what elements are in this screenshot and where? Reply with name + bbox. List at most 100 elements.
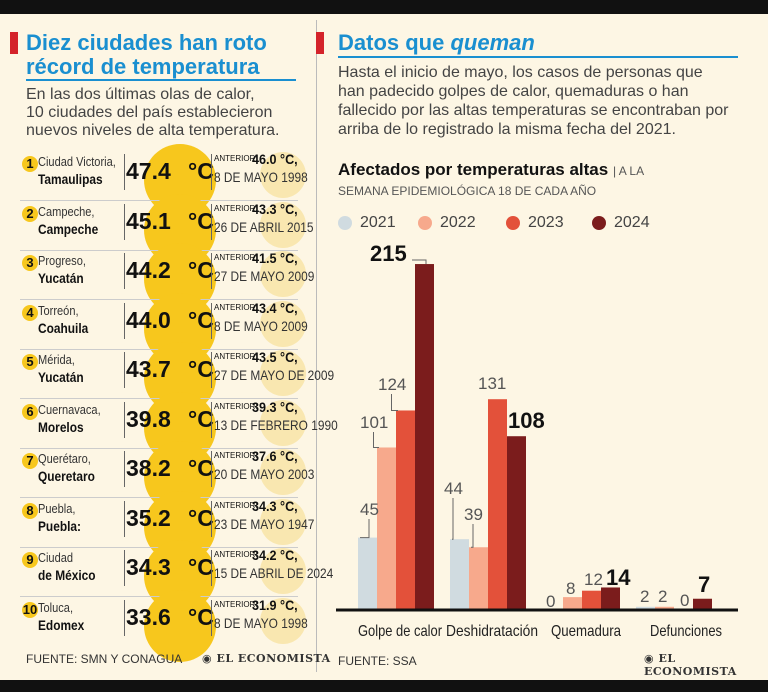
value-label: 108 <box>508 408 545 433</box>
previous-date: 20 DE MAYO 2003 <box>214 466 315 482</box>
left-logo: ◉ EL ECONOMISTA <box>202 652 331 665</box>
previous-temperature: 43.3 °C, <box>252 200 298 217</box>
legend-label: 2024 <box>614 214 650 231</box>
record-temperature: 38.2 <box>126 455 171 481</box>
value-label: 0 <box>680 591 689 610</box>
legend-swatch <box>418 216 432 230</box>
top-bar <box>0 0 768 14</box>
value-label: 45 <box>360 500 379 519</box>
category-label: Defunciones <box>650 623 722 640</box>
previous-label: ANTERIOR: <box>214 451 258 460</box>
row-divider <box>211 203 212 240</box>
temperature-unit: °C <box>188 603 214 630</box>
leader-line <box>471 524 474 548</box>
previous-label: ANTERIOR: <box>214 302 258 312</box>
record-row: 2 Campeche, Campeche 45.1 °C ANTERIOR: 43.3 °C… <box>20 193 313 266</box>
sun-faded-icon <box>260 201 306 248</box>
left-intro-line3: nuevos niveles de alta temperatura. <box>26 122 280 139</box>
temperature-unit: °C <box>188 306 214 333</box>
record-temperature: 34.3 <box>126 554 171 580</box>
value-label: 39 <box>464 505 483 524</box>
bar-golpe-de-calor-2022 <box>377 447 396 610</box>
value-label: 12 <box>584 570 603 589</box>
right-source: FUENTE: SSA <box>338 654 417 668</box>
legend-item-2023: 2023 <box>506 214 564 232</box>
right-intro-line3: fallecido por las altas temperaturas se … <box>338 102 729 119</box>
rank-badge: 6 <box>22 403 38 420</box>
previous-temperature: 41.5 °C, <box>252 250 298 266</box>
record-row: 5 Mérida, Yucatán 43.7 °C ANTERIOR: 43.5 °C, 27… <box>20 342 334 414</box>
legend-item-2024: 2024 <box>592 214 650 232</box>
row-divider <box>211 154 212 190</box>
leader-line <box>360 519 370 539</box>
previous-date: 8 DE MAYO 1998 <box>214 169 308 185</box>
legend-label: 2021 <box>360 214 396 231</box>
row-divider <box>124 599 125 636</box>
left-heading-line1: Diez ciudades han roto <box>26 30 267 55</box>
record-temperature: 35.2 <box>126 504 171 531</box>
record-row: 7 Querétaro, Queretaro 38.2 °C ANTERIOR: 37.6 … <box>20 441 314 513</box>
bar-defunciones-2024 <box>693 598 712 610</box>
state-name: Morelos <box>38 418 84 435</box>
row-divider <box>124 302 125 339</box>
left-heading-marker <box>10 32 18 54</box>
value-label: 2 <box>640 587 649 606</box>
previous-date: 15 DE ABRIL DE 2024 <box>214 565 334 581</box>
temperature-unit: °C <box>188 405 214 432</box>
temperature-unit: °C <box>188 207 214 234</box>
previous-label: ANTERIOR: <box>214 253 258 262</box>
row-divider <box>211 401 212 438</box>
bar-quemadura-2023 <box>582 590 601 610</box>
rank-badge: 8 <box>22 502 38 519</box>
value-label: 7 <box>698 572 710 597</box>
previous-temperature: 34.3 °C, <box>252 497 298 514</box>
rank-badge: 3 <box>22 255 38 271</box>
bar-deshidrataci-n-2023 <box>488 399 507 610</box>
left-heading-underline <box>26 79 296 81</box>
record-temperature: 39.8 <box>126 405 171 432</box>
city-name: Mérida, <box>38 352 75 367</box>
value-label: 131 <box>478 374 506 393</box>
record-temperature: 44.0 <box>126 306 171 333</box>
rank-badge: 7 <box>22 453 38 469</box>
value-label: 0 <box>546 592 555 611</box>
temperature-unit: °C <box>188 356 214 382</box>
state-name: Queretaro <box>38 468 95 484</box>
record-row: 8 Puebla, Puebla: 35.2 °C ANTERIOR: 34.3 °C, 23… <box>20 490 314 563</box>
previous-date: 27 DE MAYO DE 2009 <box>214 367 335 383</box>
record-temperature: 47.4 <box>126 158 171 184</box>
right-intro-line2: han padecido golpes de calor, quemaduras… <box>338 83 689 100</box>
right-heading-plain: Datos que <box>338 30 445 55</box>
leader-line <box>452 498 454 540</box>
category-label: Golpe de calor <box>358 623 443 640</box>
temperature-unit: °C <box>188 504 214 531</box>
rank-badge: 10 <box>22 601 38 618</box>
row-divider <box>211 352 212 388</box>
chart-title: Afectados por temperaturas altas | A LA <box>338 160 644 180</box>
right-heading: Datos que queman <box>338 30 535 55</box>
sun-faded-icon <box>260 498 306 545</box>
bar-defunciones-2022 <box>655 606 674 610</box>
rank-badge: 9 <box>22 552 38 568</box>
previous-temperature: 37.6 °C, <box>252 448 298 464</box>
record-temperature: 45.1 <box>126 207 171 234</box>
chart-subtitle-part2: SEMANA EPIDEMIOLÓGICA 18 DE CADA AÑO <box>338 184 597 198</box>
legend-swatch <box>338 216 352 230</box>
sun-faded-icon <box>260 449 306 495</box>
right-heading-underline <box>338 56 738 58</box>
temperature-unit: °C <box>188 158 214 184</box>
bar-defunciones-2021 <box>636 606 655 610</box>
bottom-bar <box>0 680 768 692</box>
value-label: 215 <box>370 241 407 266</box>
category-label: Quemadura <box>551 623 621 640</box>
previous-date: 23 DE MAYO 1947 <box>214 515 315 532</box>
previous-date: 8 DE MAYO 2009 <box>214 317 308 334</box>
value-label: 124 <box>378 375 406 394</box>
record-temperature: 43.7 <box>126 356 171 382</box>
previous-label: ANTERIOR: <box>214 599 258 609</box>
chart-subtitle-part1: | A LA <box>612 164 645 178</box>
previous-label: ANTERIOR: <box>214 352 258 361</box>
leader-line <box>391 394 398 411</box>
city-name: Toluca, <box>38 599 74 615</box>
previous-label: ANTERIOR: <box>214 154 258 163</box>
